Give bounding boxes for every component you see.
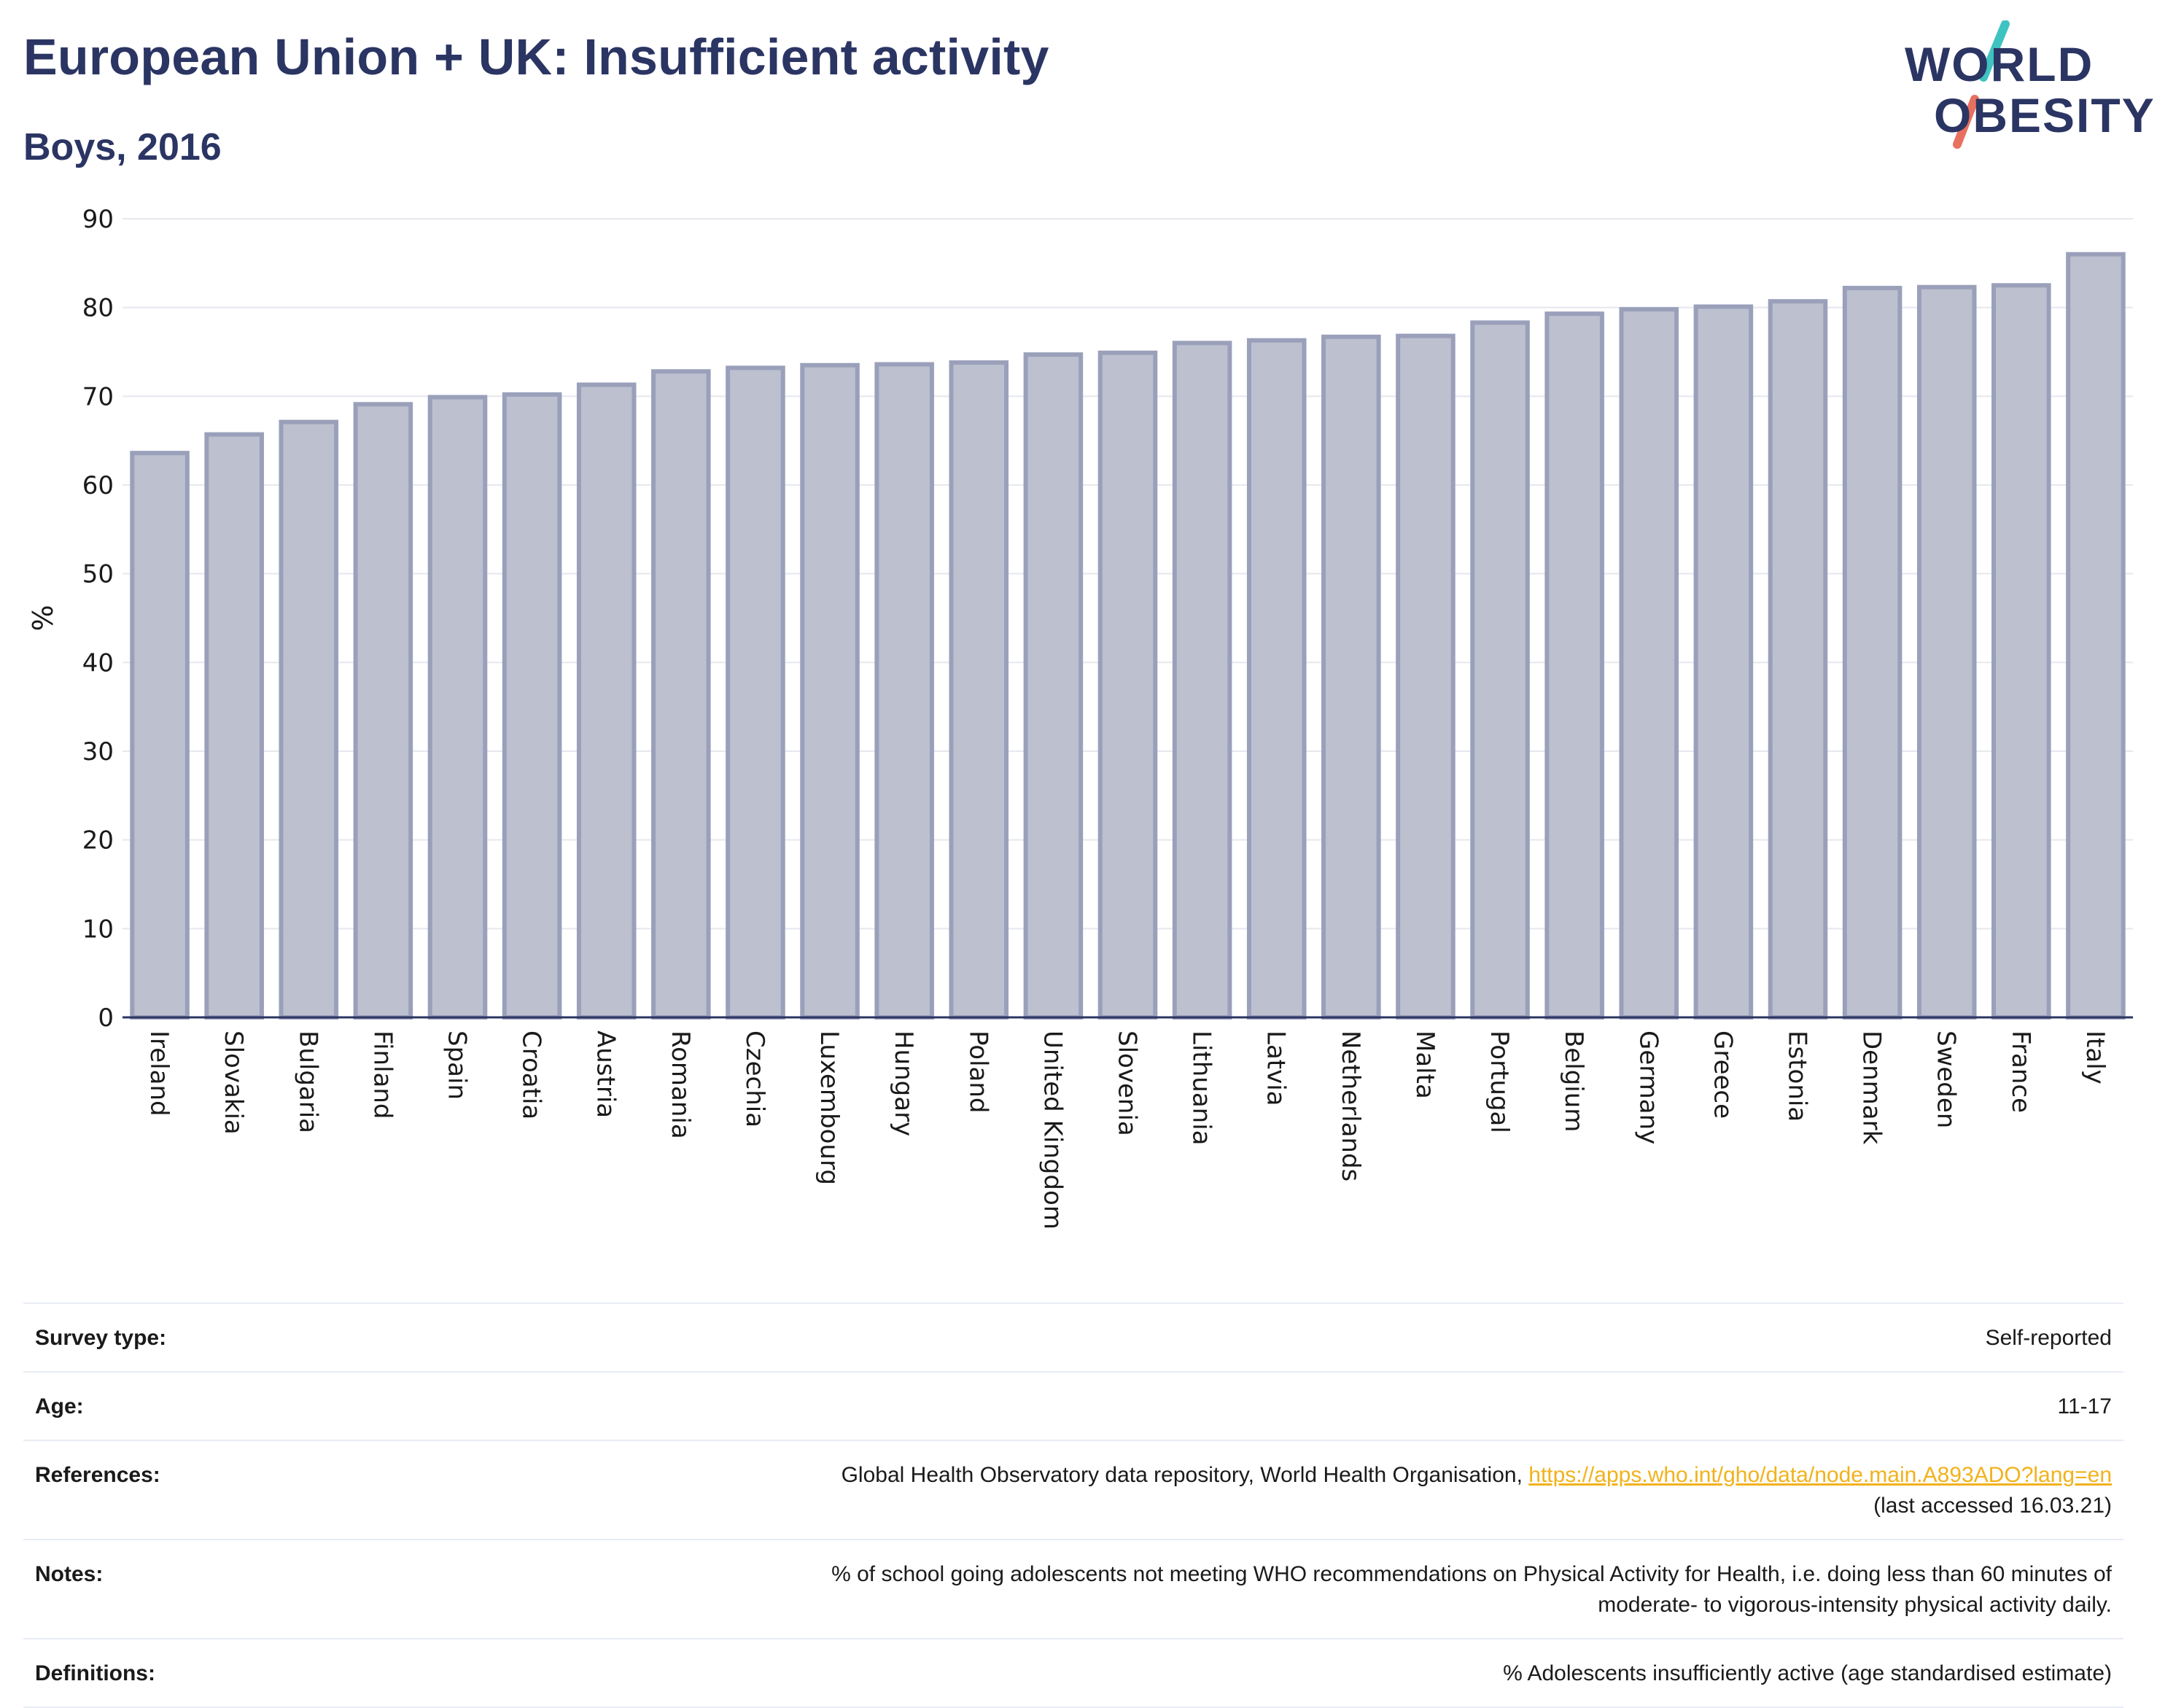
references-label: References: bbox=[35, 1463, 160, 1487]
bar bbox=[1246, 338, 1307, 1020]
x-tick-label: Poland bbox=[963, 1030, 992, 1114]
info-row-references: References: Global Health Observatory da… bbox=[23, 1440, 2123, 1539]
x-tick-label: Slovakia bbox=[219, 1030, 248, 1135]
bar bbox=[1396, 333, 1456, 1020]
chart-subtitle: Boys, 2016 bbox=[23, 126, 222, 168]
x-tick-label: Sweden bbox=[1932, 1030, 1961, 1128]
x-tick-label: Spain bbox=[443, 1030, 472, 1100]
bar bbox=[800, 362, 860, 1020]
notes-value-line2: moderate- to vigorous-intensity physical… bbox=[1598, 1593, 2112, 1617]
references-suffix: (last accessed 16.03.21) bbox=[1873, 1494, 2112, 1518]
notes-value-line1: % of school going adolescents not meetin… bbox=[831, 1562, 2112, 1586]
age-label: Age: bbox=[35, 1394, 84, 1418]
bar bbox=[130, 451, 190, 1020]
bar bbox=[1172, 341, 1232, 1020]
definitions-value: % Adolescents insufficiently active (age… bbox=[1503, 1661, 2112, 1685]
bar bbox=[1768, 299, 1828, 1020]
survey-type-value: Self-reported bbox=[1985, 1326, 2112, 1350]
y-tick-label: 0 bbox=[98, 1004, 114, 1033]
y-tick-label: 80 bbox=[82, 294, 114, 323]
x-tick-label: Finland bbox=[368, 1030, 397, 1119]
bar bbox=[353, 402, 413, 1020]
bar bbox=[1544, 311, 1604, 1020]
age-value: 11-17 bbox=[2057, 1394, 2112, 1418]
chart-title: European Union + UK: Insufficient activi… bbox=[23, 28, 1049, 85]
y-axis-label: % bbox=[27, 605, 59, 631]
x-tick-label: France bbox=[2006, 1030, 2035, 1113]
x-tick-label: Denmark bbox=[1857, 1030, 1886, 1145]
bar bbox=[1991, 283, 2051, 1020]
notes-value: % of school going adolescents not meetin… bbox=[831, 1559, 2112, 1620]
info-table: Survey type: Self-reported Age: 11-17 Re… bbox=[23, 1303, 2123, 1708]
bar bbox=[1097, 350, 1158, 1020]
bar bbox=[204, 432, 264, 1020]
y-tick-label: 40 bbox=[82, 648, 114, 678]
notes-label: Notes: bbox=[35, 1562, 104, 1586]
x-tick-label: Malta bbox=[1410, 1030, 1439, 1099]
bar bbox=[502, 392, 562, 1020]
x-tick-label: Romania bbox=[666, 1030, 695, 1139]
x-tick-label: Bulgaria bbox=[293, 1030, 322, 1133]
bar-chart: 0 10 20 30 40 50 60 70 80 90% Ireland Slovakia Bulga… bbox=[27, 205, 2133, 1230]
bar bbox=[1916, 284, 1977, 1020]
world-obesity-logo: WORLD OBESITY bbox=[1896, 20, 2154, 152]
bar bbox=[726, 365, 785, 1020]
bar bbox=[576, 382, 637, 1020]
y-tick-label: 60 bbox=[82, 471, 114, 500]
references-value: Global Health Observatory data repositor… bbox=[842, 1460, 2112, 1521]
x-tick-label: Latvia bbox=[1262, 1030, 1291, 1106]
bar bbox=[427, 395, 488, 1020]
x-tick-label: Slovenia bbox=[1113, 1030, 1142, 1136]
x-tick-label: Estonia bbox=[1783, 1030, 1812, 1122]
x-tick-label: Lithuania bbox=[1187, 1030, 1216, 1145]
x-tick-label: Germany bbox=[1633, 1030, 1663, 1144]
bar bbox=[1023, 352, 1084, 1020]
bar bbox=[2066, 252, 2126, 1020]
info-row-age: Age: 11-17 bbox=[23, 1371, 2123, 1440]
y-tick-label: 70 bbox=[82, 382, 114, 411]
bar bbox=[1619, 307, 1679, 1020]
bar bbox=[874, 362, 934, 1020]
definitions-label: Definitions: bbox=[35, 1661, 155, 1685]
x-tick-label: Italy bbox=[2080, 1030, 2110, 1084]
x-tick-label: Czechia bbox=[740, 1030, 769, 1127]
bar bbox=[1842, 285, 1903, 1020]
x-tick-label: Portugal bbox=[1485, 1030, 1514, 1133]
y-tick-label: 50 bbox=[82, 560, 114, 589]
x-tick-label: Ireland bbox=[144, 1030, 174, 1117]
bar bbox=[651, 369, 711, 1020]
x-tick-label: Austria bbox=[591, 1030, 621, 1118]
y-tick-label: 30 bbox=[82, 737, 114, 766]
x-tick-label: Luxembourg bbox=[815, 1030, 844, 1185]
info-row-definitions: Definitions: % Adolescents insufficientl… bbox=[23, 1638, 2123, 1708]
logo-text-obesity: OBESITY bbox=[1934, 88, 2156, 142]
bar bbox=[279, 419, 339, 1020]
x-tick-label: United Kingdom bbox=[1038, 1030, 1067, 1230]
survey-type-label: Survey type: bbox=[35, 1326, 167, 1350]
logo-text-world: WORLD bbox=[1905, 37, 2094, 91]
bar bbox=[1321, 334, 1381, 1020]
x-tick-label: Hungary bbox=[889, 1030, 918, 1136]
y-tick-label: 10 bbox=[82, 915, 114, 944]
info-row-survey-type: Survey type: Self-reported bbox=[23, 1303, 2123, 1371]
x-tick-label: Netherlands bbox=[1336, 1030, 1365, 1181]
bar bbox=[1693, 304, 1754, 1020]
x-tick-label: Belgium bbox=[1559, 1030, 1588, 1132]
references-link[interactable]: https://apps.who.int/gho/data/node.main.… bbox=[1528, 1463, 2112, 1487]
y-tick-label: 90 bbox=[82, 205, 114, 234]
logo-slash-icon bbox=[1953, 20, 2010, 149]
bar bbox=[949, 360, 1009, 1020]
x-tick-label: Greece bbox=[1708, 1030, 1737, 1119]
x-tick-label: Croatia bbox=[517, 1030, 546, 1119]
info-row-notes: Notes: % of school going adolescents not… bbox=[23, 1539, 2123, 1638]
bar bbox=[1470, 320, 1530, 1020]
y-tick-label: 20 bbox=[82, 826, 114, 855]
references-text: Global Health Observatory data repositor… bbox=[841, 1463, 1529, 1487]
